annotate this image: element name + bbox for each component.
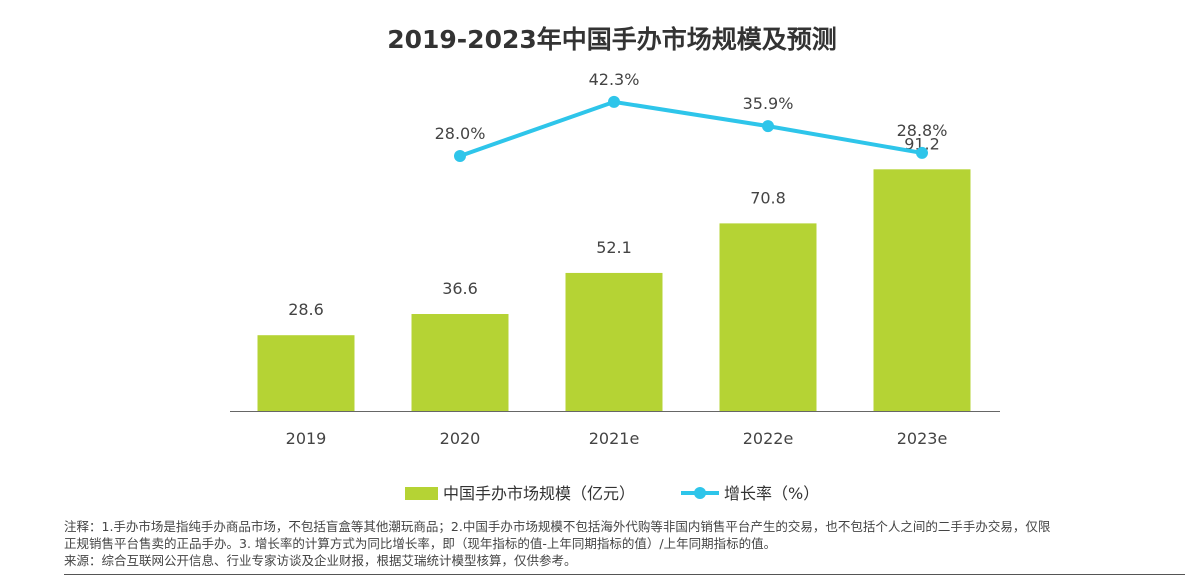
bar-2020 — [411, 314, 509, 411]
growth-point-2020 — [454, 149, 466, 162]
bar-label-2020: 36.6 — [442, 279, 478, 298]
growth-label-2022e: 35.9% — [743, 94, 794, 113]
bar-label-2021e: 52.1 — [596, 238, 632, 257]
growth-point-2023e — [916, 146, 928, 159]
bar-2022e — [719, 223, 817, 411]
bar-2019 — [257, 335, 355, 411]
note-line-1: 注释：1.手办市场是指纯手办商品市场，不包括盲盒等其他潮玩商品；2.中国手办市场… — [64, 519, 1051, 534]
category-label-2023e: 2023e — [897, 429, 948, 448]
growth-label-2020: 28.0% — [435, 124, 486, 143]
legend-bar-swatch — [405, 487, 438, 500]
growth-label-2023e: 28.8% — [897, 121, 948, 140]
category-label-2020: 2020 — [440, 429, 481, 448]
bar-2021e — [565, 272, 663, 411]
growth-rate-line — [459, 99, 923, 158]
bar-2023e — [873, 169, 971, 411]
bar-label-2019: 28.6 — [288, 300, 324, 319]
note-line-2: 正规销售平台售卖的正品手办。3. 增长率的计算方式为同比增长率，即（现年指标的值… — [64, 536, 777, 551]
category-label-2021e: 2021e — [589, 429, 640, 448]
category-label-2022e: 2022e — [743, 429, 794, 448]
growth-point-2021e — [608, 95, 620, 108]
growth-point-2022e — [762, 120, 774, 133]
legend-line-label: 增长率（%） — [724, 484, 819, 503]
chart: 2019-2023年中国手办市场规模及预测 28.6 36.6 52.1 70.8 91… — [230, 25, 1000, 503]
category-label-2019: 2019 — [286, 429, 327, 448]
growth-label-2021e: 42.3% — [589, 70, 640, 89]
divider — [64, 574, 1185, 575]
legend-bar-label: 中国手办市场规模（亿元） — [443, 484, 635, 503]
chart-title: 2019-2023年中国手办市场规模及预测 — [387, 25, 837, 54]
source-line: 来源：综合互联网公开信息、行业专家访谈及企业财报，根据艾瑞统计模型核算，仅供参考… — [64, 553, 577, 568]
footnotes: 注释：1.手办市场是指纯手办商品市场，不包括盲盒等其他潮玩商品；2.中国手办市场… — [64, 518, 1184, 569]
bar-label-2023e: 91.2 — [904, 134, 940, 153]
bar-label-2022e: 70.8 — [750, 188, 786, 207]
legend-line-marker — [694, 487, 706, 499]
